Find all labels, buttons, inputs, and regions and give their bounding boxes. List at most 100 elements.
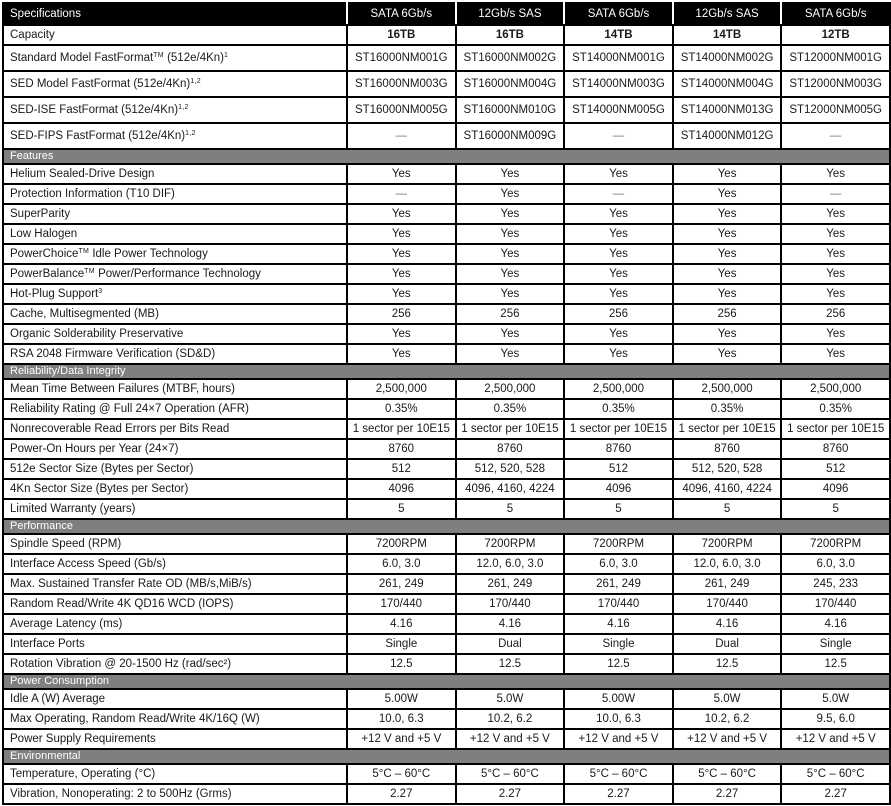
spec-value: 7200RPM	[780, 533, 891, 555]
spec-value: 2,500,000	[563, 378, 674, 400]
spec-label: Hot-Plug Support3	[2, 283, 348, 305]
spec-value: 8760	[563, 438, 674, 460]
spec-value: 5°C – 60°C	[346, 763, 457, 785]
column-header-5-sata-6gb-s: SATA 6Gb/s	[780, 2, 891, 26]
spec-value: Yes	[780, 283, 891, 305]
section-bar-power-consumption: Power Consumption	[2, 673, 891, 690]
spec-label: PowerChoiceTM Idle Power Technology	[2, 243, 348, 265]
spec-value: ST14000NM001G	[563, 44, 674, 72]
spec-row-interface-access-speed-gb-s: Interface Access Speed (Gb/s) 6.0, 3.0 12.…	[2, 553, 891, 575]
spec-value: —	[780, 122, 891, 150]
spec-row-rsa-2048-firmware-verification-sd-d: RSA 2048 Firmware Verification (SD&D) Yes…	[2, 343, 891, 365]
spec-value: Yes	[346, 223, 457, 245]
spec-value: 6.0, 3.0	[346, 553, 457, 575]
spec-row-4kn-sector-size-bytes-per-sector: 4Kn Sector Size (Bytes per Sector) 4096 40…	[2, 478, 891, 500]
spec-value: 12.0, 6.0, 3.0	[454, 553, 566, 575]
spec-value: 261, 249	[454, 573, 566, 595]
spec-value: Yes	[563, 323, 674, 345]
spec-label: Nonrecoverable Read Errors per Bits Read	[2, 418, 348, 440]
spec-row-temperature-operating-c: Temperature, Operating (°C) 5°C – 60°C 5°C…	[2, 763, 891, 785]
spec-row-rotation-vibration-20-1500-hz-rad-sec: Rotation Vibration @ 20-1500 Hz (rad/sec…	[2, 653, 891, 675]
spec-value: Yes	[454, 263, 566, 285]
spec-value: Single	[780, 633, 891, 655]
spec-value: Yes	[780, 223, 891, 245]
spec-value: 7200RPM	[563, 533, 674, 555]
spec-row-average-latency-ms: Average Latency (ms) 4.16 4.16 4.16 4.16 4.16	[2, 613, 891, 635]
spec-value: Dual	[454, 633, 566, 655]
spec-value: 2.27	[671, 783, 783, 805]
spec-value: Yes	[454, 203, 566, 225]
spec-value: 1 sector per 10E15	[671, 418, 783, 440]
spec-value: 2,500,000	[454, 378, 566, 400]
spec-value: 5°C – 60°C	[671, 763, 783, 785]
section-bar-reliability-data-integrity: Reliability/Data Integrity	[2, 363, 891, 380]
section-title: Performance	[2, 518, 891, 535]
spec-value: 256	[563, 303, 674, 325]
spec-label: Low Halogen	[2, 223, 348, 245]
spec-value: 4096	[346, 478, 457, 500]
spec-value: 0.35%	[780, 398, 891, 420]
spec-value: 16TB	[346, 24, 457, 46]
spec-value: Yes	[454, 243, 566, 265]
spec-value: 261, 249	[671, 573, 783, 595]
spec-value: Yes	[346, 263, 457, 285]
spec-value: 6.0, 3.0	[563, 553, 674, 575]
spec-value: ST16000NM010G	[454, 96, 566, 124]
spec-value: 4.16	[454, 613, 566, 635]
spec-label: Capacity	[2, 24, 348, 46]
spec-value: Dual	[671, 633, 783, 655]
spec-value: Yes	[780, 203, 891, 225]
spec-value: 12.5	[454, 653, 566, 675]
spec-value: 245, 233	[780, 573, 891, 595]
spec-value: Yes	[346, 163, 457, 185]
spec-label: Limited Warranty (years)	[2, 498, 348, 520]
spec-value: ST12000NM005G	[780, 96, 891, 124]
spec-value: ST14000NM005G	[563, 96, 674, 124]
spec-value: 10.0, 6.3	[563, 708, 674, 730]
spec-value: 170/440	[780, 593, 891, 615]
spec-row-interface-ports: Interface Ports Single Dual Single Dual Singl…	[2, 633, 891, 655]
spec-value: 2.27	[454, 783, 566, 805]
spec-value: 5.00W	[563, 688, 674, 710]
spec-value: ST14000NM002G	[671, 44, 783, 72]
spec-value: Single	[563, 633, 674, 655]
spec-value: Yes	[563, 223, 674, 245]
spec-row-capacity: Capacity 16TB 16TB 14TB 14TB 12TB	[2, 24, 891, 46]
spec-value: 5.0W	[671, 688, 783, 710]
spec-value: 512, 520, 528	[454, 458, 566, 480]
spec-value: 7200RPM	[346, 533, 457, 555]
spec-label: Max Operating, Random Read/Write 4K/16Q …	[2, 708, 348, 730]
spec-row-random-read-write-4k-qd16-wcd-iops: Random Read/Write 4K QD16 WCD (IOPS) 170/…	[2, 593, 891, 615]
spec-row-max-operating-random-read-write-4k-16q-w: Max Operating, Random Read/Write 4K/16Q …	[2, 708, 891, 730]
spec-row-512e-sector-size-bytes-per-sector: 512e Sector Size (Bytes per Sector) 512 51…	[2, 458, 891, 480]
section-title: Environmental	[2, 748, 891, 765]
spec-label: Interface Ports	[2, 633, 348, 655]
spec-value: ST14000NM013G	[671, 96, 783, 124]
spec-value: Yes	[671, 283, 783, 305]
section-title: Power Consumption	[2, 673, 891, 690]
spec-value: 16TB	[454, 24, 566, 46]
column-header-3-sata-6gb-s: SATA 6Gb/s	[563, 2, 674, 26]
spec-value: 0.35%	[346, 398, 457, 420]
spec-value: 2.27	[563, 783, 674, 805]
spec-value: 4.16	[563, 613, 674, 635]
spec-value: +12 V and +5 V	[454, 728, 566, 750]
spec-value: Yes	[454, 223, 566, 245]
spec-value: —	[346, 122, 457, 150]
spec-value: ST16000NM001G	[346, 44, 457, 72]
spec-value: 4096	[563, 478, 674, 500]
spec-value: Yes	[780, 263, 891, 285]
spec-row-sed-ise-fastformat-512e-4kn: SED-ISE FastFormat (512e/4Kn)1,2 ST16000N…	[2, 96, 891, 124]
section-title: Reliability/Data Integrity	[2, 363, 891, 380]
spec-label: SED Model FastFormat (512e/4Kn)1,2	[2, 70, 348, 98]
spec-value: —	[346, 183, 457, 205]
spec-value: Yes	[563, 203, 674, 225]
spec-value: 14TB	[671, 24, 783, 46]
spec-value: Yes	[671, 243, 783, 265]
spec-value: 1 sector per 10E15	[780, 418, 891, 440]
spec-label: Standard Model FastFormatTM (512e/4Kn)1	[2, 44, 348, 72]
spec-value: 170/440	[563, 593, 674, 615]
spec-value: Yes	[454, 343, 566, 365]
spec-value: 4096, 4160, 4224	[671, 478, 783, 500]
